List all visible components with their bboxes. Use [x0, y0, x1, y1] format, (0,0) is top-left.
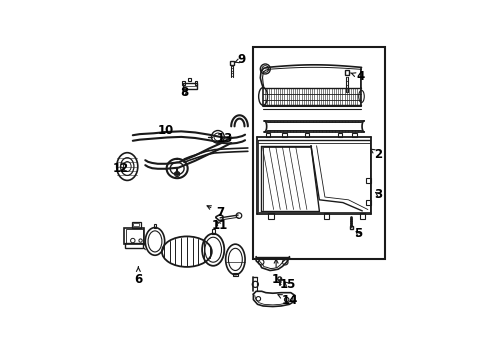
Bar: [352, 133, 356, 138]
Bar: [153, 224, 156, 228]
Text: 14: 14: [277, 294, 297, 307]
Text: 4: 4: [350, 70, 364, 83]
Bar: [349, 226, 352, 229]
Text: 3: 3: [373, 188, 382, 201]
Text: 6: 6: [134, 267, 142, 286]
Bar: [344, 69, 348, 75]
Bar: [365, 178, 370, 183]
Text: 1: 1: [271, 259, 280, 286]
Bar: [323, 213, 328, 219]
Text: 2: 2: [370, 148, 382, 161]
Text: 15: 15: [279, 278, 295, 291]
Text: 11: 11: [212, 219, 228, 232]
Bar: [252, 48, 384, 260]
Bar: [359, 213, 365, 219]
Bar: [133, 223, 139, 226]
Text: 13: 13: [217, 132, 233, 145]
Bar: [282, 133, 286, 138]
Bar: [125, 229, 142, 243]
Bar: [365, 201, 370, 205]
Bar: [229, 61, 233, 65]
Text: 12: 12: [112, 162, 128, 175]
Bar: [183, 83, 196, 89]
Bar: [337, 133, 342, 138]
Bar: [182, 81, 184, 85]
Bar: [124, 228, 143, 244]
Bar: [188, 78, 191, 81]
Text: 5: 5: [353, 228, 362, 240]
Bar: [194, 81, 197, 85]
Bar: [132, 222, 140, 228]
Bar: [304, 133, 308, 138]
Bar: [267, 213, 273, 219]
Text: 7: 7: [206, 206, 224, 219]
Bar: [233, 273, 237, 276]
Text: 10: 10: [157, 124, 173, 137]
Text: 9: 9: [234, 53, 245, 66]
Bar: [265, 133, 270, 138]
Bar: [125, 243, 143, 248]
Bar: [211, 229, 214, 234]
Text: 8: 8: [180, 86, 188, 99]
